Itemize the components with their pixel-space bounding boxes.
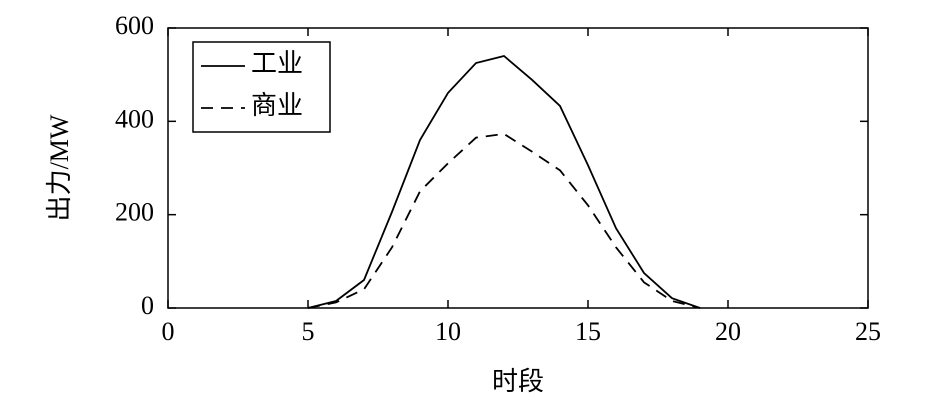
y-tick-label: 400 — [115, 104, 154, 133]
x-tick-label: 10 — [435, 317, 461, 346]
plot-frame — [167, 27, 869, 309]
x-tick-label: 25 — [855, 317, 881, 346]
x-axis-label: 时段 — [492, 367, 544, 396]
legend-label: 商业 — [251, 91, 303, 120]
legend-label: 工业 — [251, 49, 303, 78]
y-tick-label: 0 — [141, 291, 154, 320]
x-tick-label: 15 — [575, 317, 601, 346]
y-tick-label: 200 — [115, 198, 154, 227]
x-tick-label: 5 — [302, 317, 315, 346]
x-tick-label: 0 — [162, 317, 175, 346]
legend-box — [192, 41, 331, 133]
y-tick-label: 600 — [115, 11, 154, 40]
y-axis-label: 出力/MW — [45, 114, 74, 221]
series-line — [307, 132, 701, 309]
x-tick-label: 20 — [715, 317, 741, 346]
series-line — [307, 55, 701, 309]
